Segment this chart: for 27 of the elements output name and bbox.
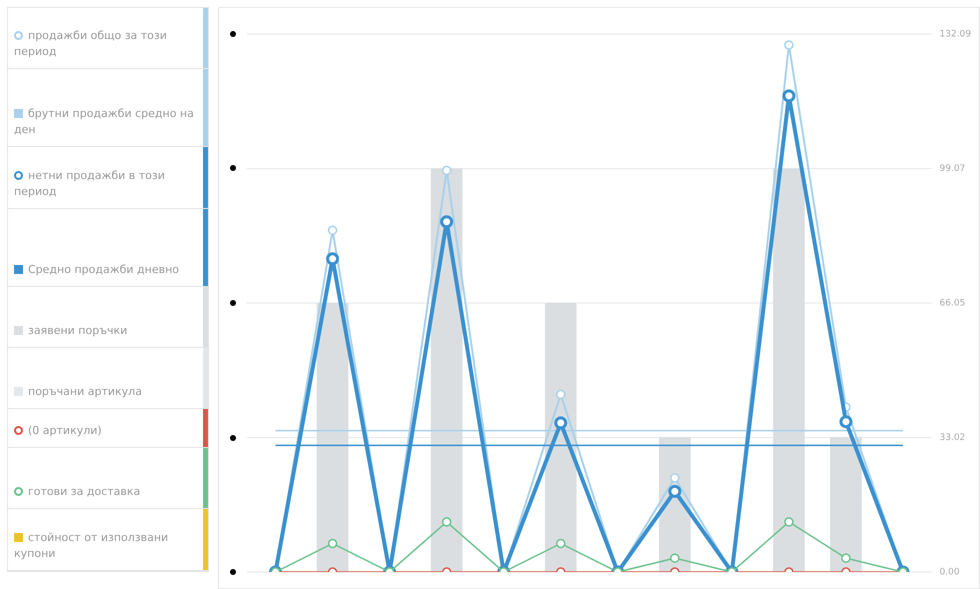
legend-label: брутни продажби средно на ден [14, 106, 195, 138]
point [556, 390, 566, 400]
legend-label: готови за доставка [27, 484, 142, 500]
y-tick-label: 132.09 [940, 29, 972, 40]
point [782, 89, 796, 102]
bar [773, 168, 805, 572]
legend-label: нетни продажби в този период [14, 168, 166, 200]
point [442, 166, 452, 176]
legend-label: (0 артикули) [27, 423, 103, 439]
point [328, 226, 338, 236]
bar [830, 437, 862, 572]
legend-label: Средно продажби дневно [27, 262, 180, 278]
legend-label: продажби общо за този период [14, 28, 168, 60]
point [784, 40, 794, 50]
point [326, 252, 340, 266]
legend-label: заявени поръчки [27, 323, 128, 339]
point [554, 416, 568, 430]
y-tick-label: 66.05 [940, 298, 966, 308]
legend-label: поръчани артикула [27, 384, 143, 400]
y-tick-label: 33.02 [940, 432, 966, 443]
point [839, 415, 852, 428]
y-tick-label: 0.00 [940, 567, 960, 578]
point [440, 215, 454, 228]
bar [316, 302, 348, 572]
bar [544, 302, 577, 572]
legend-label: стойност от използвани купони [14, 530, 170, 562]
y-tick-label: 99.07 [940, 164, 966, 174]
